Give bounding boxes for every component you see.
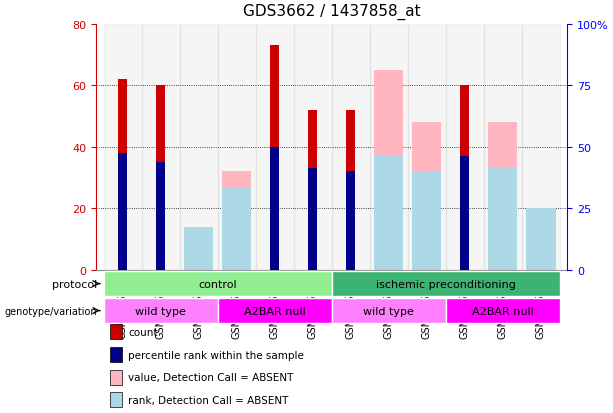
Text: value, Detection Call = ABSENT: value, Detection Call = ABSENT: [128, 373, 294, 382]
Bar: [522, 24, 560, 271]
FancyBboxPatch shape: [104, 272, 332, 296]
Bar: [156, 163, 166, 271]
Bar: [110, 347, 122, 362]
Text: A2BAR null: A2BAR null: [472, 306, 534, 316]
Bar: [308, 111, 318, 271]
Bar: [374, 157, 403, 271]
Bar: [270, 46, 280, 271]
FancyBboxPatch shape: [218, 299, 332, 323]
Text: count: count: [128, 327, 158, 337]
Bar: [446, 24, 484, 271]
Bar: [374, 71, 403, 271]
Text: wild type: wild type: [364, 306, 414, 316]
Bar: [488, 169, 517, 271]
Bar: [222, 172, 251, 271]
Text: control: control: [199, 279, 237, 289]
Bar: [118, 80, 128, 271]
Text: protocol: protocol: [51, 279, 97, 289]
Bar: [156, 86, 166, 271]
Bar: [484, 24, 522, 271]
Bar: [332, 24, 370, 271]
Text: rank, Detection Call = ABSENT: rank, Detection Call = ABSENT: [128, 394, 289, 404]
Bar: [270, 147, 280, 271]
Bar: [526, 209, 555, 271]
Text: A2BAR null: A2BAR null: [244, 306, 306, 316]
Bar: [110, 392, 122, 407]
Bar: [104, 24, 142, 271]
FancyBboxPatch shape: [446, 299, 560, 323]
FancyBboxPatch shape: [104, 299, 218, 323]
Bar: [110, 324, 122, 339]
Bar: [460, 157, 470, 271]
Bar: [412, 123, 441, 271]
Bar: [218, 24, 256, 271]
Bar: [308, 169, 318, 271]
Bar: [488, 123, 517, 271]
Bar: [180, 24, 218, 271]
Bar: [118, 154, 128, 271]
Text: ischemic preconditioning: ischemic preconditioning: [376, 279, 516, 289]
Bar: [408, 24, 446, 271]
Title: GDS3662 / 1437858_at: GDS3662 / 1437858_at: [243, 4, 421, 20]
Bar: [222, 188, 251, 271]
Text: percentile rank within the sample: percentile rank within the sample: [128, 350, 304, 360]
Bar: [184, 246, 213, 271]
Bar: [142, 24, 180, 271]
Bar: [346, 111, 356, 271]
FancyBboxPatch shape: [332, 299, 446, 323]
Bar: [370, 24, 408, 271]
Bar: [460, 86, 470, 271]
Text: wild type: wild type: [135, 306, 186, 316]
Bar: [412, 172, 441, 271]
Bar: [110, 370, 122, 385]
Bar: [346, 172, 356, 271]
Text: genotype/variation: genotype/variation: [4, 306, 97, 316]
Bar: [256, 24, 294, 271]
Bar: [294, 24, 332, 271]
Bar: [184, 228, 213, 271]
FancyBboxPatch shape: [332, 272, 560, 296]
